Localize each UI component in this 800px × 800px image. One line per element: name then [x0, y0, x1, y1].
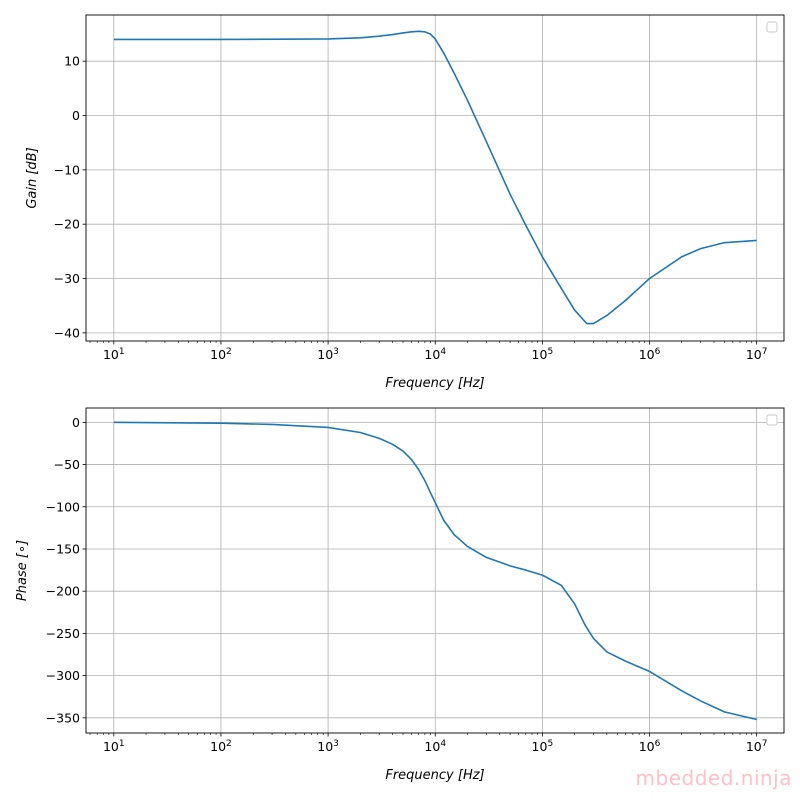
gain-xtick-label-6: 107	[746, 347, 768, 362]
phase-axes-frame	[85, 407, 785, 734]
gain-ytick-label-0: 10	[64, 54, 80, 69]
phase-xlabel: Frequency [Hz]	[385, 768, 484, 783]
gain-axes-frame	[85, 14, 785, 342]
phase-ytick-label-3: −150	[46, 541, 80, 556]
gain-xtick-label-2: 103	[317, 347, 339, 362]
phase-ytick-label-6: −300	[46, 668, 80, 683]
gain-ytick-label-1: 0	[72, 108, 80, 123]
gain-xtick-label-3: 104	[424, 347, 446, 362]
gain-ytick-label-4: −30	[54, 271, 80, 286]
gain-xtick-label-4: 105	[532, 347, 554, 362]
gain-xlabel: Frequency [Hz]	[385, 376, 484, 391]
phase-ytick-label-0: 0	[72, 415, 80, 430]
gain-chart: 101 102 103 104 105 106 107 10 0 −10 −20 −30 −40 Freq…	[25, 14, 785, 391]
phase-xtick-label-2: 103	[317, 739, 339, 754]
watermark-text: mbedded.ninja	[635, 766, 792, 790]
phase-ytick-label-2: −100	[46, 499, 80, 514]
phase-ylabel: Phase [∘]	[15, 540, 30, 601]
gain-xtick-label-1: 102	[210, 347, 232, 362]
phase-ytick-label-1: −50	[54, 457, 80, 472]
phase-xtick-label-3: 104	[424, 739, 446, 754]
phase-ytick-label-7: −350	[46, 710, 80, 725]
phase-ytick-label-5: −250	[46, 626, 80, 641]
phase-series-line-0	[113, 421, 757, 721]
gain-xtick-label-5: 106	[639, 347, 661, 362]
gain-legend-box	[766, 21, 778, 33]
phase-xtick-label-5: 106	[639, 739, 661, 754]
gain-ytick-label-3: −20	[54, 217, 80, 232]
gain-ylabel: Gain [dB]	[25, 147, 40, 208]
phase-xtick-label-1: 102	[210, 739, 232, 754]
phase-xtick-label-6: 107	[746, 739, 768, 754]
phase-xtick-label-4: 105	[532, 739, 554, 754]
phase-xtick-label-0: 101	[103, 739, 125, 754]
gain-ytick-label-5: −40	[54, 325, 80, 340]
gain-xtick-label-0: 101	[103, 347, 125, 362]
gain-ytick-label-2: −10	[54, 162, 80, 177]
phase-chart: 101 102 103 104 105 106 107 0 −50 −100 −150 −200 −25…	[15, 407, 785, 783]
phase-legend-box	[766, 414, 778, 426]
phase-ytick-label-4: −200	[46, 584, 80, 599]
gain-series-line-0	[113, 30, 757, 325]
